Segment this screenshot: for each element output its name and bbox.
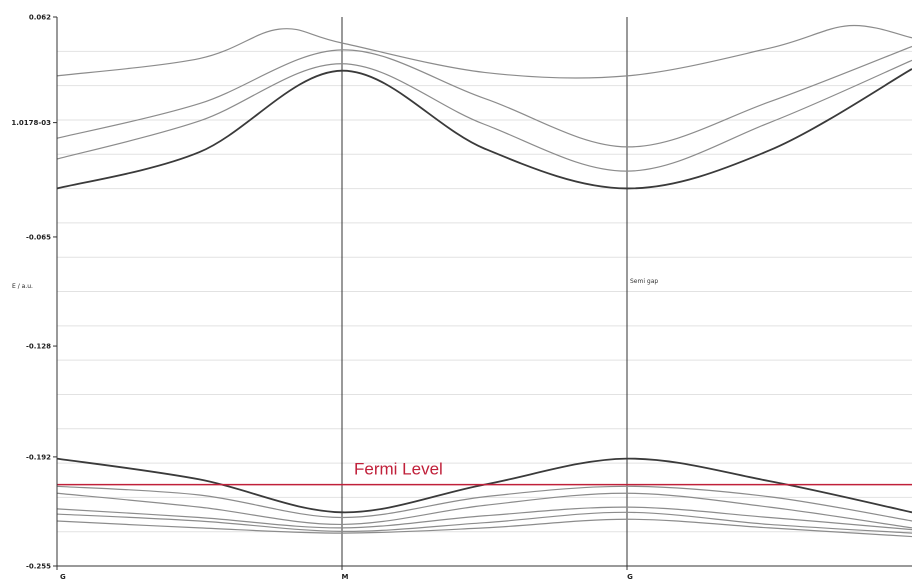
y-tick-label: 1.0178-03 bbox=[11, 119, 51, 127]
gridlines bbox=[57, 50, 912, 533]
fermi-level-label: Fermi Level bbox=[354, 460, 443, 479]
band-line-4 bbox=[56, 68, 912, 190]
band-line-8 bbox=[56, 506, 912, 531]
y-tick-label: -0.065 bbox=[26, 233, 51, 241]
band-line-3 bbox=[56, 59, 912, 172]
y-tick-label: 0.062 bbox=[29, 14, 51, 22]
y-tick-label: -0.192 bbox=[26, 453, 51, 461]
x-tick-label: G bbox=[60, 573, 66, 581]
band-line-9 bbox=[56, 511, 912, 534]
y-tick-labels: 0.062 1.0178-03 -0.065 -0.128 -0.192 -0.255 bbox=[11, 14, 57, 571]
y-tick-label: -0.255 bbox=[26, 563, 51, 571]
band-line-2 bbox=[56, 45, 912, 148]
band-lines bbox=[56, 24, 912, 538]
x-tick-label: G bbox=[627, 573, 633, 581]
y-axis-label: E / a.u. bbox=[12, 283, 33, 290]
band-line-10 bbox=[56, 518, 912, 538]
gap-annotation: Semi gap bbox=[630, 278, 658, 285]
y-tick-label: -0.128 bbox=[26, 343, 51, 351]
band-line-1 bbox=[56, 24, 912, 79]
axes bbox=[56, 17, 912, 567]
band-line-7 bbox=[56, 492, 912, 529]
fermi-level: Fermi Level bbox=[57, 460, 912, 486]
band-line-6 bbox=[56, 485, 912, 522]
x-tick-label: M bbox=[342, 573, 349, 581]
symmetry-point-lines bbox=[341, 17, 628, 566]
band-line-5 bbox=[56, 457, 912, 514]
